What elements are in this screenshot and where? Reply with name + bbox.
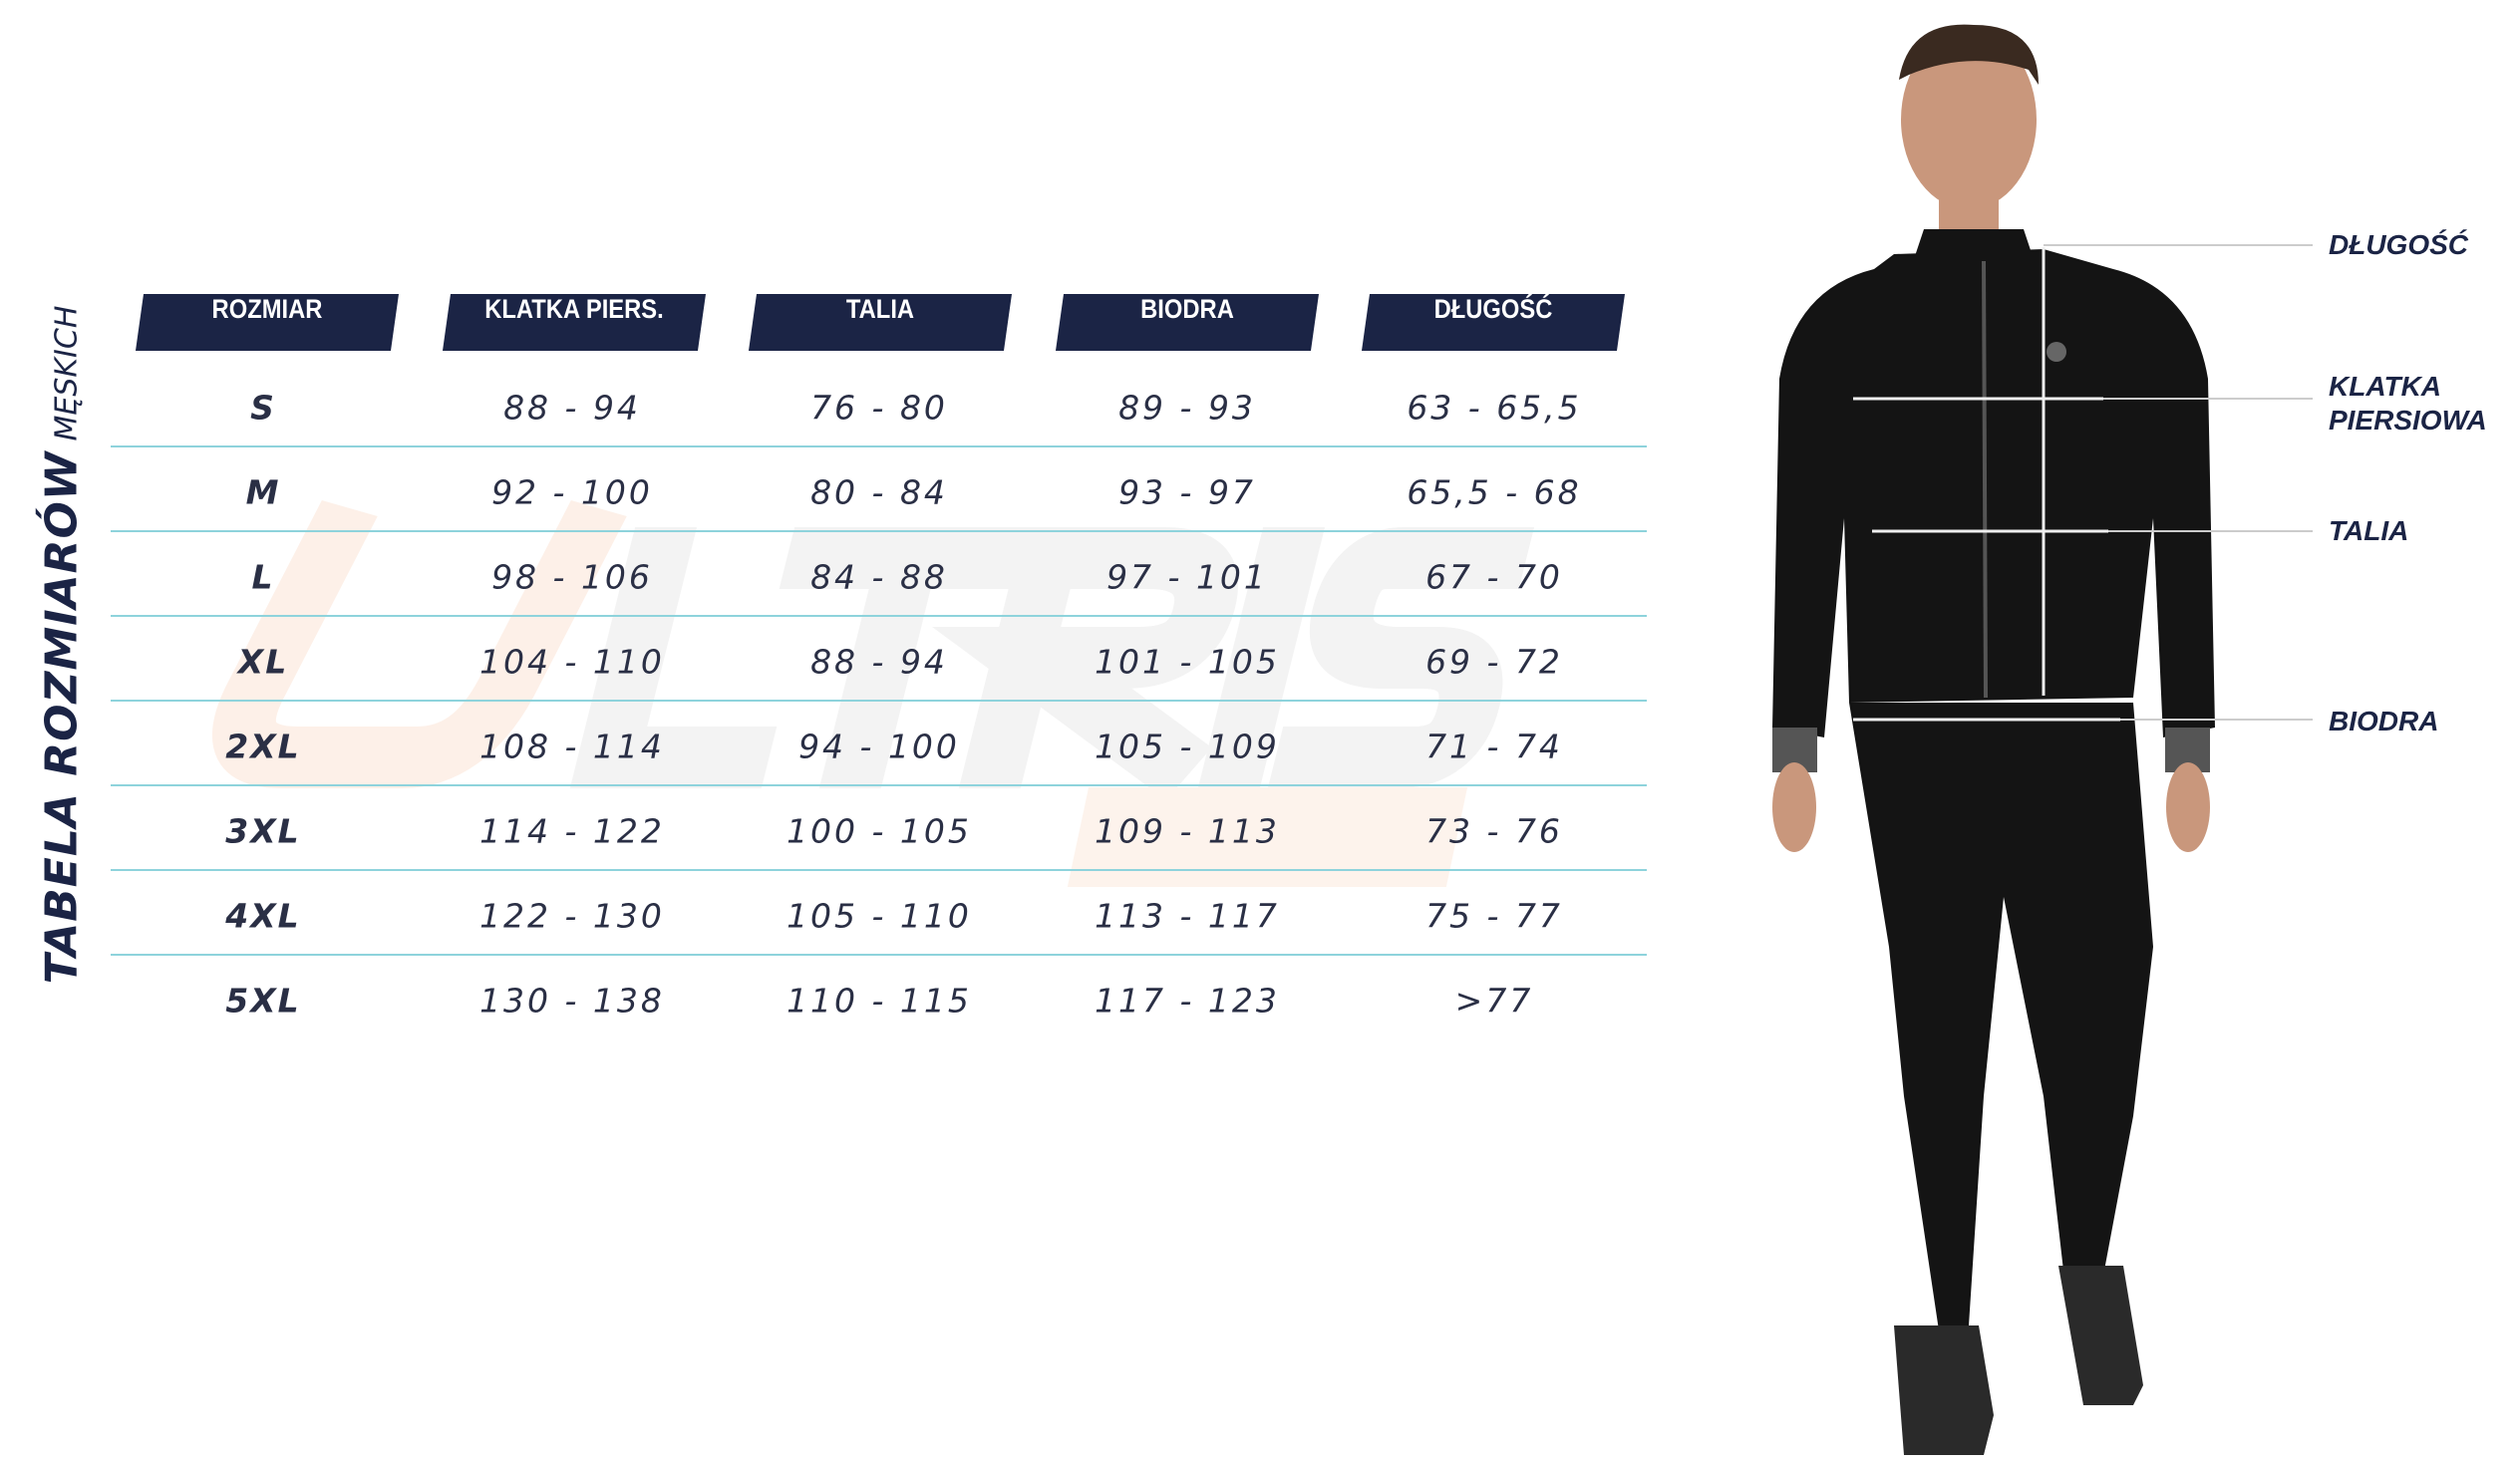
value-cell: 98 - 106 (491, 557, 653, 597)
value-cell: 97 - 101 (1106, 557, 1268, 597)
label-hips: BIODRA (2329, 706, 2439, 736)
size-cell: 5XL (225, 981, 301, 1021)
value-cell: 110 - 115 (787, 981, 972, 1021)
value-cell: 122 - 130 (479, 896, 665, 936)
value-cell: 73 - 76 (1425, 811, 1563, 851)
measurement-lines (1853, 244, 2313, 722)
value-cell: 75 - 77 (1425, 896, 1563, 936)
value-cell: 114 - 122 (479, 811, 665, 851)
column-header-label: DŁUGOŚĆ (1433, 294, 1553, 324)
size-cell: 3XL (225, 811, 301, 851)
value-cell: 100 - 105 (787, 811, 972, 851)
row-divider (111, 869, 1647, 871)
column-header: DŁUGOŚĆ (1361, 294, 1626, 351)
watermark-sport-band (1067, 787, 1468, 887)
label-length: DŁUGOŚĆ (2329, 229, 2468, 260)
value-cell: 88 - 94 (810, 642, 948, 682)
value-cell: 92 - 100 (491, 472, 653, 512)
column-header: BIODRA (1055, 294, 1320, 351)
value-cell: 84 - 88 (810, 557, 948, 597)
size-cell: 2XL (225, 727, 301, 766)
value-cell: 76 - 80 (810, 388, 948, 428)
value-cell: 101 - 105 (1095, 642, 1280, 682)
value-cell: 109 - 113 (1095, 811, 1280, 851)
value-cell: 105 - 109 (1095, 727, 1280, 766)
row-divider (111, 954, 1647, 956)
label-chest-line2: PIERSIOWA (2329, 405, 2487, 436)
column-header-label: KLATKA PIERS. (484, 294, 664, 324)
size-cell: XL (237, 642, 289, 682)
value-cell: 71 - 74 (1425, 727, 1563, 766)
column-header-label: TALIA (845, 294, 915, 324)
column-header-label: BIODRA (1140, 294, 1234, 324)
value-cell: 105 - 110 (787, 896, 972, 936)
column-header: TALIA (748, 294, 1013, 351)
watermark-logo (212, 500, 1535, 887)
row-divider (111, 784, 1647, 786)
size-cell: 4XL (225, 896, 301, 936)
value-cell: 63 - 65,5 (1407, 388, 1582, 428)
value-cell: 113 - 117 (1095, 896, 1280, 936)
value-cell: 88 - 94 (503, 388, 641, 428)
label-chest-line1: KLATKA (2329, 371, 2442, 402)
row-divider (111, 615, 1647, 617)
value-cell: 93 - 97 (1118, 472, 1256, 512)
value-cell: 94 - 100 (798, 727, 960, 766)
value-cell: 65,5 - 68 (1407, 472, 1582, 512)
value-cell: 89 - 93 (1118, 388, 1256, 428)
value-cell: 69 - 72 (1425, 642, 1563, 682)
row-divider (111, 700, 1647, 702)
value-cell: 67 - 70 (1425, 557, 1563, 597)
value-cell: 130 - 138 (479, 981, 665, 1021)
column-header: KLATKA PIERS. (442, 294, 707, 351)
column-header-label: ROZMIAR (211, 294, 323, 324)
label-waist: TALIA (2329, 515, 2409, 546)
row-divider (111, 530, 1647, 532)
label-chest: KLATKA PIERSIOWA (2329, 370, 2487, 438)
value-cell: 104 - 110 (479, 642, 665, 682)
model-photo (1772, 24, 2215, 1455)
column-header: ROZMIAR (135, 294, 400, 351)
value-cell: 108 - 114 (479, 727, 665, 766)
size-cell: S (250, 388, 276, 428)
value-cell: 80 - 84 (810, 472, 948, 512)
size-cell: M (245, 472, 281, 512)
value-cell: >77 (1454, 981, 1534, 1021)
value-cell: 117 - 123 (1095, 981, 1280, 1021)
row-divider (111, 445, 1647, 447)
size-cell: L (251, 557, 275, 597)
